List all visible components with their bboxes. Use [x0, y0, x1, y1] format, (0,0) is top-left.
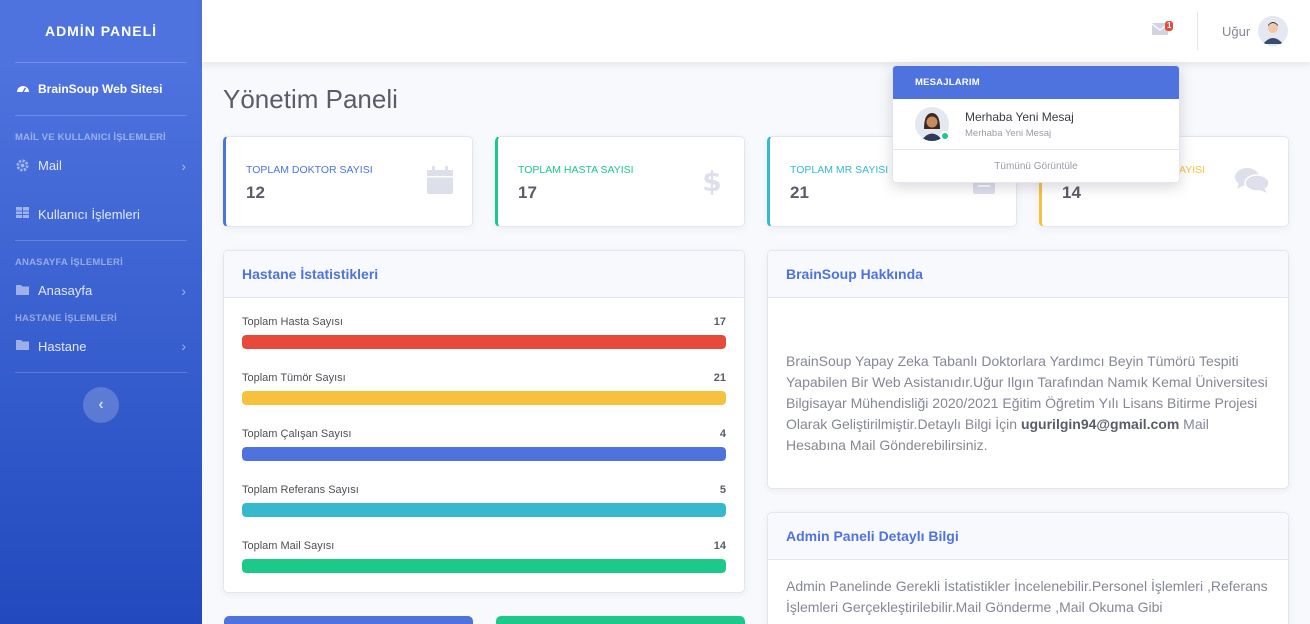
chevron-right-icon: › — [181, 157, 186, 174]
progress-value: 5 — [719, 484, 726, 496]
progress-bar — [242, 335, 726, 349]
user-name: Uğur — [1222, 23, 1251, 39]
progress-fill — [242, 559, 726, 573]
stat-card-doctors: TOPLAM DOKTOR SAYISI 12 — [223, 136, 473, 227]
progress-bar — [242, 559, 726, 573]
dollar-icon: $ — [702, 165, 721, 195]
chevron-left-icon: ‹ — [98, 396, 104, 413]
card-title: BrainSoup Hakkında — [768, 251, 1288, 298]
admin-info-card: Admin Paneli Detaylı Bilgi Admin Panelin… — [767, 512, 1289, 624]
sidebar-item-hospital[interactable]: Hastane › — [0, 324, 202, 368]
message-preview: Merhaba Yeni Mesaj — [965, 127, 1052, 139]
page-title: Yönetim Paneli — [223, 84, 398, 114]
progress-label: Toplam Referans Sayısı — [242, 484, 359, 496]
table-icon — [16, 207, 30, 221]
message-item[interactable]: Merhaba Yeni Mesaj Merhaba Yeni Mesaj — [893, 99, 1179, 150]
progress-bar — [242, 391, 726, 405]
calendar-icon — [427, 166, 453, 194]
sidebar-divider — [15, 115, 187, 116]
progress-label: Toplam Mail Sayısı — [242, 540, 335, 552]
message-title: Merhaba Yeni Mesaj — [965, 109, 1074, 124]
progress-label: Toplam Tümör Sayısı — [242, 372, 346, 384]
sidebar-divider — [15, 240, 187, 241]
message-count-badge: 1 — [1165, 21, 1174, 31]
sidebar: ADMİN PANELİ BrainSoup Web Sitesi MAİL V… — [0, 0, 202, 624]
contact-email[interactable]: ugurilgin94@gmail.com — [1020, 416, 1180, 432]
svg-text:$: $ — [702, 165, 721, 195]
progress-fill — [242, 503, 726, 517]
stat-card-patients: TOPLAM HASTA SAYISI 17 $ — [495, 136, 745, 227]
progress-row: Toplam Çalışan Sayısı 4 — [242, 428, 726, 461]
sidebar-toggle-button[interactable]: ‹ — [83, 387, 119, 423]
hospital-stats-card: Hastane İstatistikleri Toplam Hasta Sayı… — [223, 250, 745, 593]
folder-icon — [16, 339, 30, 353]
sidebar-item-users[interactable]: Kullanıcı İşlemleri — [0, 188, 202, 240]
card-title: Hastane İstatistikleri — [224, 251, 744, 298]
chevron-right-icon: › — [181, 282, 186, 299]
sidebar-item-label: BrainSoup Web Sitesi — [38, 82, 163, 96]
stat-label: TOPLAM DOKTOR SAYISI — [246, 164, 373, 176]
sidebar-item-label: Anasayfa — [38, 283, 93, 298]
sidebar-item-label: Kullanıcı İşlemleri — [38, 206, 140, 222]
dropdown-header: MESAJLARIM — [893, 66, 1179, 99]
sidebar-item-label: Hastane — [38, 338, 87, 354]
about-text: BrainSoup Yapay Zeka Tabanlı Doktorlara … — [786, 351, 1270, 456]
progress-row: Toplam Tümör Sayısı 21 — [242, 372, 726, 405]
progress-value: 4 — [719, 428, 726, 440]
dashboard-icon — [16, 82, 30, 96]
topbar-divider — [1197, 12, 1198, 50]
sidebar-heading-mail-users: MAİL VE KULLANICI İŞLEMLERİ — [15, 132, 166, 143]
progress-row: Toplam Referans Sayısı 5 — [242, 484, 726, 517]
view-all-link[interactable]: Tümünü Görüntüle — [994, 160, 1078, 172]
gear-icon — [16, 158, 30, 173]
progress-fill — [242, 391, 726, 405]
bottom-card-green — [496, 616, 745, 624]
stat-label: TOPLAM MR SAYISI — [790, 164, 889, 176]
progress-fill — [242, 447, 726, 461]
stat-value: 21 — [790, 183, 809, 202]
sidebar-divider — [15, 372, 187, 373]
about-body: BrainSoup Yapay Zeka Tabanlı Doktorlara … — [786, 353, 1268, 432]
progress-label: Toplam Çalışan Sayısı — [242, 428, 352, 440]
progress-value: 17 — [713, 316, 726, 328]
folder-icon — [16, 284, 30, 298]
stat-value: 14 — [1062, 183, 1081, 202]
sidebar-divider — [15, 62, 187, 63]
sidebar-heading-home: ANASAYFA İŞLEMLERİ — [15, 257, 123, 268]
progress-value: 14 — [713, 540, 726, 552]
progress-bar — [242, 503, 726, 517]
progress-row: Toplam Mail Sayısı 14 — [242, 540, 726, 573]
topbar: 1 Uğur — [202, 0, 1310, 62]
comments-icon — [1235, 168, 1270, 193]
sidebar-item-home[interactable]: Anasayfa › — [0, 268, 202, 313]
sidebar-item-mail[interactable]: Mail › — [0, 143, 202, 188]
stat-value: 17 — [518, 183, 537, 202]
progress-fill — [242, 335, 726, 349]
avatar — [915, 107, 950, 141]
user-menu[interactable]: Uğur — [1222, 16, 1289, 46]
avatar — [1258, 16, 1289, 46]
sidebar-brand[interactable]: ADMİN PANELİ — [44, 23, 158, 39]
sidebar-heading-hospital: HASTANE İŞLEMLERİ — [15, 313, 117, 324]
progress-row: Toplam Hasta Sayısı 17 — [242, 316, 726, 349]
progress-value: 21 — [713, 372, 726, 384]
card-title: Admin Paneli Detaylı Bilgi — [768, 513, 1288, 560]
bottom-card-blue — [224, 616, 473, 624]
sidebar-item-website[interactable]: BrainSoup Web Sitesi — [0, 63, 202, 115]
progress-bar — [242, 447, 726, 461]
about-body-end: Mail Hesabına Mail Gönderebilirsiniz. — [786, 416, 1209, 453]
stat-label: SAYISI — [1172, 164, 1206, 176]
about-card: BrainSoup Hakkında BrainSoup Yapay Zeka … — [767, 250, 1289, 489]
sidebar-item-label: Mail — [38, 158, 62, 173]
progress-label: Toplam Hasta Sayısı — [242, 316, 343, 328]
stat-label: TOPLAM HASTA SAYISI — [518, 164, 634, 176]
online-status-dot — [940, 131, 950, 141]
admin-info-text: Admin Panelinde Gerekli İstatistikler İn… — [786, 578, 1268, 615]
chevron-right-icon: › — [181, 338, 186, 354]
stat-value: 12 — [246, 183, 265, 202]
messages-dropdown: MESAJLARIM Merhaba Yeni Mesaj Merhaba Ye… — [892, 65, 1180, 183]
